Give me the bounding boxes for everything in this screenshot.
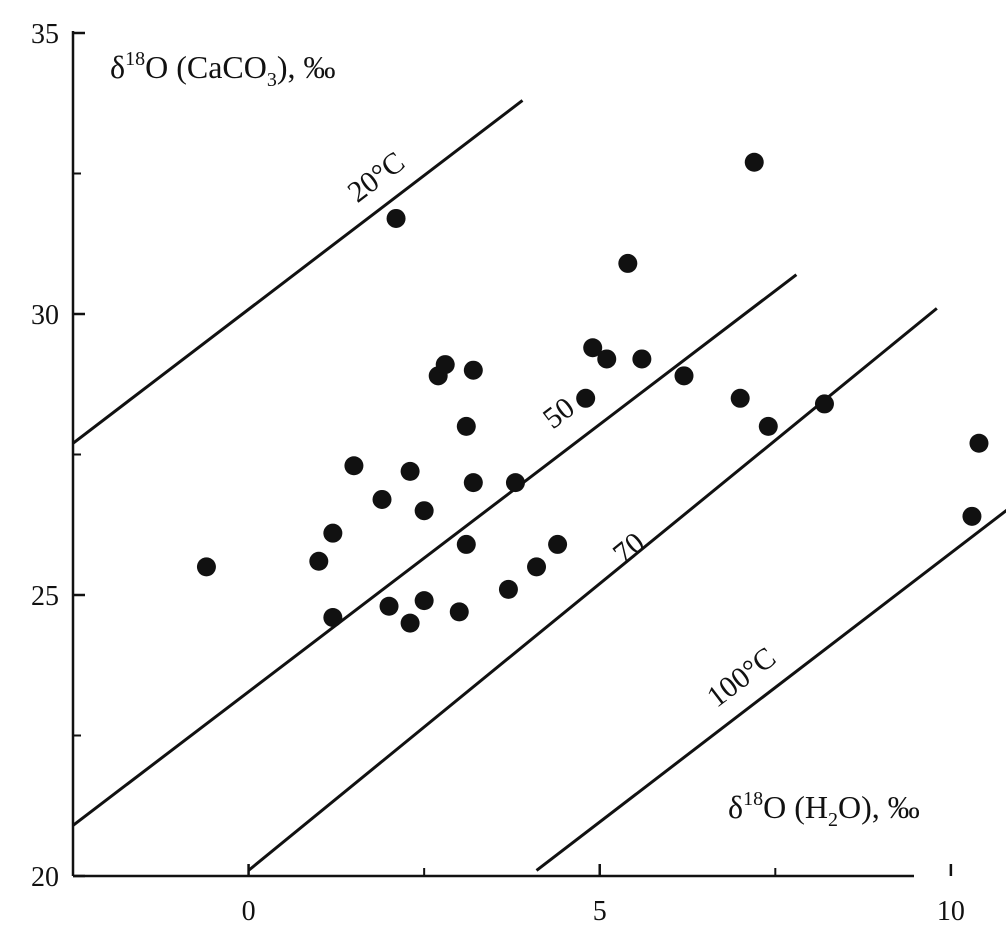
data-point: [463, 473, 483, 493]
data-point: [962, 506, 982, 526]
data-point: [344, 456, 364, 476]
isotherm-line: [72, 273, 798, 827]
data-point: [400, 461, 420, 481]
data-point: [730, 388, 750, 408]
data-point: [498, 579, 518, 599]
y-tick-label: 20: [31, 862, 59, 893]
y-tick-label: 25: [31, 581, 59, 612]
data-points: [196, 152, 989, 633]
y-tick-label: 30: [31, 300, 59, 331]
y-tick-label: 35: [31, 19, 59, 50]
axes: 20 25 30 35 0 5 10: [31, 19, 965, 927]
isotherm-label: 20°C: [342, 145, 411, 209]
data-point: [583, 338, 603, 358]
data-point: [379, 596, 399, 616]
isotherm-lines: 20°C 50 70 100°C: [72, 99, 1006, 872]
x-tick-label: 10: [937, 896, 965, 927]
data-point: [323, 523, 343, 543]
data-point: [576, 388, 596, 408]
data-point: [674, 366, 694, 386]
data-point: [548, 534, 568, 554]
data-point: [463, 360, 483, 380]
data-point: [386, 208, 406, 228]
data-point: [414, 591, 434, 611]
data-point: [309, 551, 329, 571]
data-point: [632, 349, 652, 369]
data-point: [449, 602, 469, 622]
data-point: [456, 416, 476, 436]
data-point: [414, 501, 434, 521]
data-point: [323, 607, 343, 627]
data-point: [597, 349, 617, 369]
data-point: [456, 534, 476, 554]
y-axis-title: δ18O (CaCO3), ‰: [110, 48, 336, 91]
data-point: [758, 416, 778, 436]
isotherm-line: [72, 99, 524, 445]
data-point: [814, 394, 834, 414]
data-point: [618, 253, 638, 273]
isotherm-line: [535, 508, 1006, 872]
data-point: [400, 613, 420, 633]
x-tick-label: 0: [242, 896, 256, 927]
data-point: [196, 557, 216, 577]
data-point: [372, 489, 392, 509]
data-point: [505, 473, 525, 493]
x-tick-label: 5: [593, 896, 607, 927]
x-axis-title: δ18O (H2O), ‰: [728, 788, 920, 831]
isotherm-label: 100°C: [701, 641, 782, 714]
data-point: [527, 557, 547, 577]
data-point: [969, 433, 989, 453]
data-point: [744, 152, 764, 172]
isotherm-label: 50: [537, 391, 581, 435]
data-point: [435, 355, 455, 375]
isotherm-label: 70: [607, 526, 651, 571]
